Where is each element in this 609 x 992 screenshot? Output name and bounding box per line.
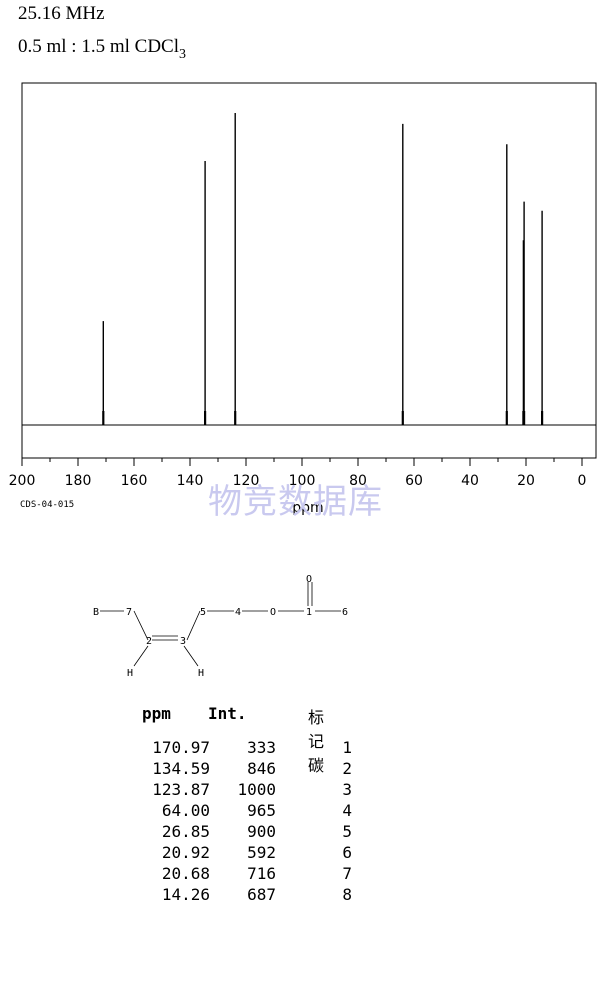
x-axis-label: ppm xyxy=(292,500,323,516)
intensity-cell: 965 xyxy=(247,801,276,820)
ppm-cell: 170.97 xyxy=(152,738,210,757)
x-tick-label: 60 xyxy=(405,473,423,489)
ppm-cell: 14.26 xyxy=(161,885,210,904)
x-tick-label: 80 xyxy=(349,473,367,489)
carbon-cell: 3 xyxy=(342,780,352,799)
ppm-cell: 64.00 xyxy=(161,801,210,820)
ppm-cell: 134.59 xyxy=(152,759,210,778)
header-ppm: ppm xyxy=(142,704,171,723)
atom-label: O xyxy=(306,574,312,585)
atom-label: 2 xyxy=(146,636,152,647)
intensity-cell: 592 xyxy=(247,843,276,862)
intensity-cell: 716 xyxy=(247,864,276,883)
atom-label: 4 xyxy=(235,607,241,618)
carbon-cell: 2 xyxy=(342,759,352,778)
watermark-text: 物竞数据库 xyxy=(208,482,383,522)
atom-label: B xyxy=(93,607,99,618)
intensity-cell: 333 xyxy=(247,738,276,757)
x-tick-label: 160 xyxy=(121,473,148,489)
atom-label: H xyxy=(127,668,133,679)
atom-label: 5 xyxy=(200,607,206,618)
carbon-cell: 8 xyxy=(342,885,352,904)
intensity-cell: 900 xyxy=(247,822,276,841)
atom-label: 3 xyxy=(180,636,186,647)
intensity-cell: 687 xyxy=(247,885,276,904)
atom-label: 6 xyxy=(342,607,348,618)
solvent-subscript: 3 xyxy=(179,47,186,62)
atom-label: H xyxy=(198,668,204,679)
x-tick-label: 0 xyxy=(578,473,587,489)
atom-label: 1 xyxy=(306,607,312,618)
x-tick-label: 100 xyxy=(289,473,316,489)
header-carbon: 标记碳 xyxy=(308,710,325,775)
solvent-text: 0.5 ml : 1.5 ml CDCl xyxy=(18,36,179,57)
spectrometer-frequency: 25.16 MHz xyxy=(18,3,105,24)
ppm-cell: 123.87 xyxy=(152,780,210,799)
carbon-cell: 5 xyxy=(342,822,352,841)
x-tick-label: 180 xyxy=(65,473,92,489)
ppm-cell: 20.68 xyxy=(161,864,210,883)
solvent-info: 0.5 ml : 1.5 ml CDCl3 xyxy=(18,36,186,63)
x-tick-label: 140 xyxy=(177,473,204,489)
carbon-cell: 7 xyxy=(342,864,352,883)
atom-label: O xyxy=(270,607,276,618)
structure-diagram: B 7 5 4 O 1 6 O 2 3 H H xyxy=(93,574,348,679)
x-axis-ticks: 200 180 160 140 120 100 80 60 40 20 0 xyxy=(9,458,587,489)
x-tick-label: 120 xyxy=(233,473,260,489)
carbon-cell: 6 xyxy=(342,843,352,862)
carbon-cell: 1 xyxy=(342,738,352,757)
intensity-cell: 846 xyxy=(247,759,276,778)
x-tick-label: 20 xyxy=(517,473,535,489)
carbon-cell: 4 xyxy=(342,801,352,820)
ppm-cell: 20.92 xyxy=(161,843,210,862)
x-tick-label: 200 xyxy=(9,473,36,489)
header-intensity: Int. xyxy=(208,704,247,723)
ppm-cell: 26.85 xyxy=(161,822,210,841)
peaks-group xyxy=(102,113,544,425)
atom-label: 7 xyxy=(126,607,132,618)
nmr-spectrum-chart: 200 180 160 140 120 100 80 60 40 20 0 ppm xyxy=(9,82,597,516)
x-tick-label: 40 xyxy=(461,473,479,489)
intensity-cell: 1000 xyxy=(237,780,276,799)
spectrum-code: CDS-04-015 xyxy=(20,500,75,510)
plot-frame xyxy=(21,82,597,459)
